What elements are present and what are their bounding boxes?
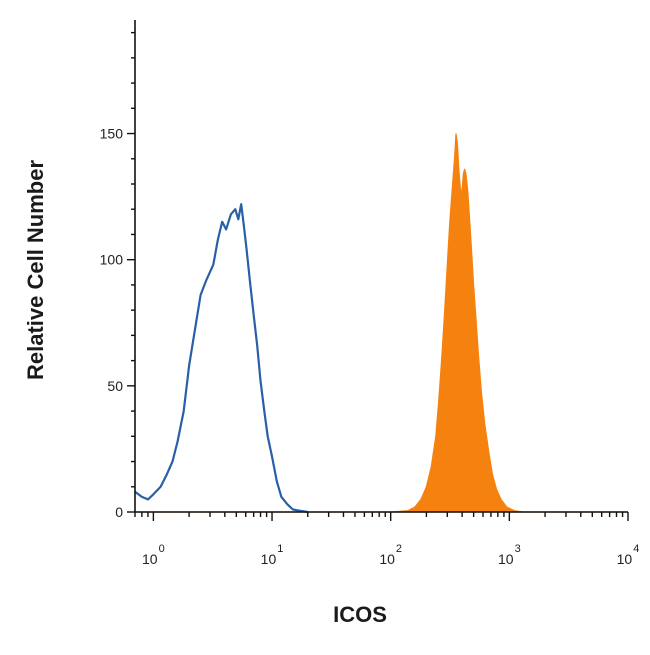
x-tick-label: 103 bbox=[498, 543, 521, 567]
ticks: 0 50 100 150 100 101 102 103 104 bbox=[100, 31, 640, 567]
histogram-series-line bbox=[134, 203, 308, 514]
y-tick-label: 100 bbox=[100, 252, 124, 268]
x-axis-title: ICOS bbox=[333, 602, 387, 627]
x-tick-label: 101 bbox=[261, 543, 284, 567]
y-tick-label: 0 bbox=[115, 504, 123, 520]
plot-area bbox=[134, 133, 628, 514]
y-axis-title: Relative Cell Number bbox=[23, 160, 48, 381]
x-tick-label: 100 bbox=[142, 543, 165, 567]
x-tick-label: 104 bbox=[617, 543, 640, 567]
y-tick-label: 50 bbox=[107, 378, 123, 394]
y-tick-label: 150 bbox=[100, 126, 124, 142]
axes bbox=[134, 20, 628, 513]
histogram-series-filled bbox=[135, 133, 628, 513]
x-tick-label: 102 bbox=[379, 543, 402, 567]
